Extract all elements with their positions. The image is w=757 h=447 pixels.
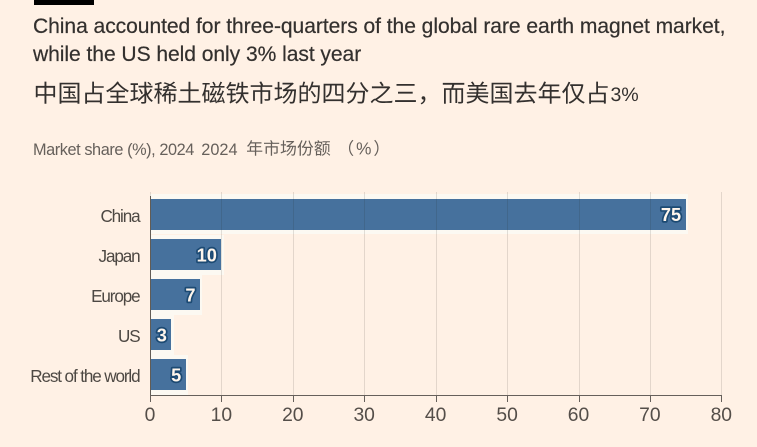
svg-text:5: 5	[171, 366, 181, 386]
svg-text:7: 7	[185, 285, 195, 305]
svg-text:75: 75	[661, 205, 681, 225]
svg-text:3: 3	[157, 325, 167, 345]
svg-text:10: 10	[197, 245, 217, 265]
